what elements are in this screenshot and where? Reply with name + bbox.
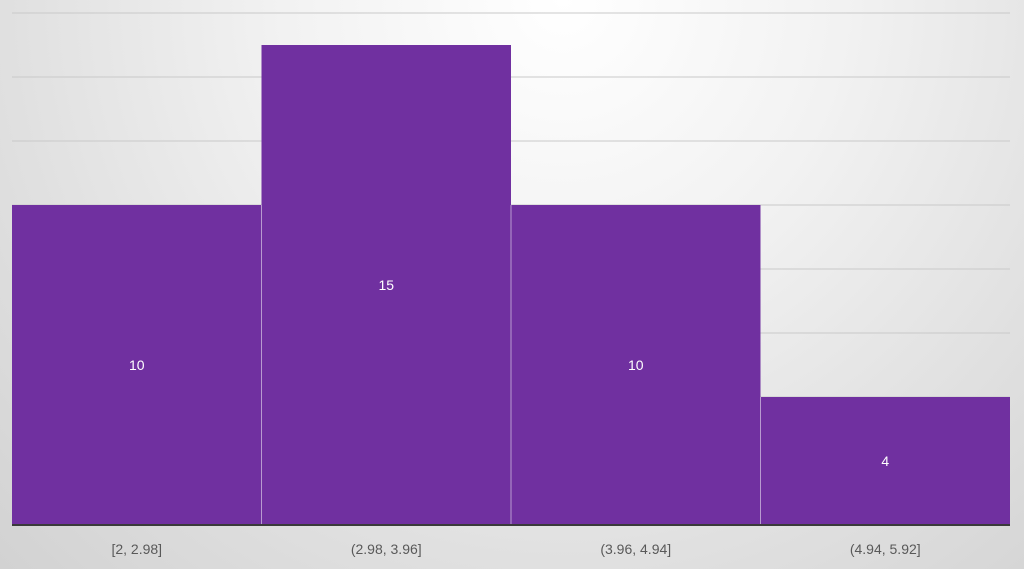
data-label-3: 4 bbox=[881, 453, 889, 469]
x-tick-label-2: (3.96, 4.94] bbox=[600, 541, 671, 557]
x-tick-label-3: (4.94, 5.92] bbox=[850, 541, 921, 557]
bars-group bbox=[12, 45, 1010, 525]
bar-separators bbox=[261, 205, 761, 525]
bar-2 bbox=[511, 205, 761, 525]
data-label-2: 10 bbox=[628, 357, 644, 373]
x-tick-label-1: (2.98, 3.96] bbox=[351, 541, 422, 557]
bar-0 bbox=[12, 205, 262, 525]
x-tick-labels-group: [2, 2.98] (2.98, 3.96] (3.96, 4.94] (4.9… bbox=[111, 541, 920, 557]
x-tick-label-0: [2, 2.98] bbox=[111, 541, 162, 557]
bar-1 bbox=[261, 45, 511, 525]
data-label-1: 15 bbox=[378, 277, 394, 293]
bar-3 bbox=[760, 397, 1010, 525]
data-label-0: 10 bbox=[129, 357, 145, 373]
data-labels-group: 10 15 10 4 bbox=[129, 277, 889, 469]
